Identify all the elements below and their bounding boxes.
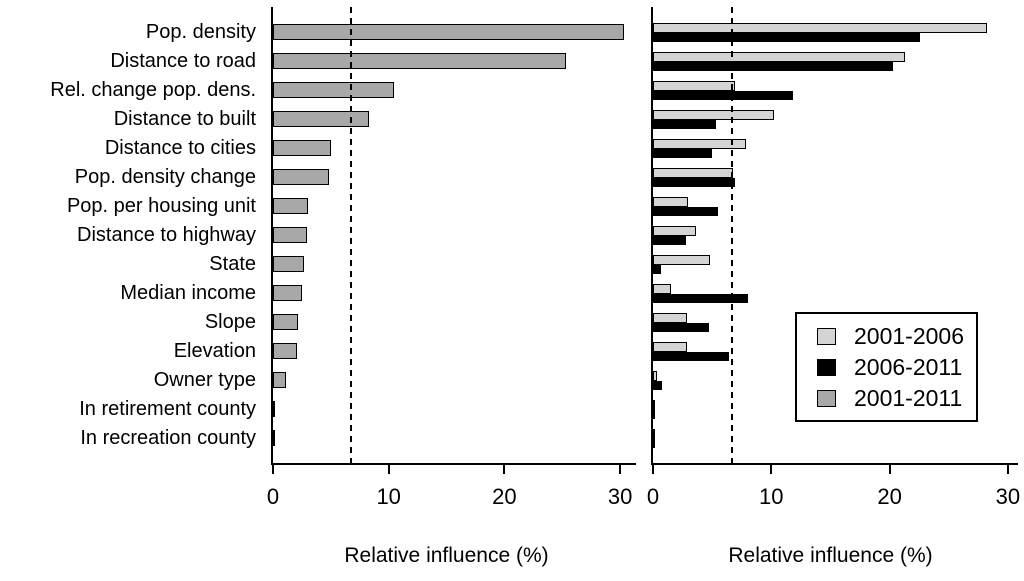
bar-2001-2006	[653, 139, 747, 149]
category-label: In retirement county	[79, 398, 256, 420]
bar-2001-2011	[273, 371, 286, 388]
x-axis-tick	[387, 465, 390, 474]
bar-2001-2011	[273, 284, 302, 301]
category-label: Distance to cities	[104, 137, 256, 159]
x-axis-tick	[652, 465, 654, 474]
x-axis-tick	[503, 465, 506, 474]
bar-2006-2011	[653, 33, 921, 42]
bar-2006-2011	[653, 410, 655, 419]
x-axis-tick-label: 30	[607, 484, 633, 509]
x-axis-tick-label: 20	[877, 484, 902, 509]
bar-2006-2011	[653, 294, 748, 303]
x-axis-tick-label: 10	[759, 484, 784, 509]
bar-2001-2006	[653, 23, 987, 33]
category-label: Elevation	[173, 340, 256, 362]
bar-2001-2006	[653, 284, 671, 294]
legend-label: 2001-2006	[854, 322, 964, 349]
bar-2001-2011	[273, 400, 275, 417]
bar-2001-2006	[653, 313, 688, 323]
bar-2006-2011	[653, 120, 716, 129]
category-label: Distance to road	[110, 50, 256, 72]
bar-2006-2011	[653, 207, 719, 216]
bar-2001-2011	[273, 226, 307, 243]
category-label: Owner type	[153, 369, 256, 391]
bar-2001-2011	[273, 255, 305, 272]
bar-2001-2011	[273, 313, 299, 330]
bar-2006-2011	[653, 439, 655, 448]
y-axis-line	[271, 7, 273, 465]
category-label: Slope	[204, 311, 256, 333]
legend-label: 2001-2011	[854, 384, 963, 411]
bar-2001-2011	[273, 110, 370, 127]
legend-swatch-2006-2011	[817, 358, 836, 376]
y-axis-line	[651, 7, 653, 465]
x-axis-tick-label: 10	[376, 484, 401, 509]
bar-2001-2006	[653, 342, 688, 352]
bar-2001-2006	[653, 371, 657, 381]
x-axis-tick-label: 0	[646, 484, 660, 509]
category-label: Pop. density change	[74, 166, 256, 188]
x-axis-tick	[888, 465, 891, 474]
x-axis-title-right: Relative influence (%)	[728, 544, 933, 567]
x-axis-tick	[619, 465, 622, 474]
category-label: Distance to highway	[77, 224, 256, 246]
bar-2001-2006	[653, 429, 655, 439]
bar-2001-2006	[653, 226, 696, 236]
legend-entry: 2006-2011	[817, 353, 976, 380]
bar-2001-2011	[273, 168, 329, 185]
legend-entry: 2001-2011	[817, 384, 976, 411]
category-label: Distance to built	[113, 108, 256, 130]
bar-2001-2011	[273, 81, 395, 98]
bar-2001-2006	[653, 110, 774, 120]
legend-label: 2006-2011	[854, 353, 963, 380]
x-axis-tick	[770, 465, 773, 474]
bar-2001-2011	[273, 139, 331, 156]
x-axis-line	[651, 463, 1018, 465]
bar-2001-2011	[273, 429, 275, 446]
bar-2001-2011	[273, 52, 566, 69]
legend-entry: 2001-2006	[817, 322, 976, 349]
x-axis-tick-label: 30	[995, 484, 1021, 509]
x-axis-tick	[1006, 465, 1009, 474]
legend: 2001-2006 2006-2011 2001-2011	[795, 312, 978, 422]
bar-2006-2011	[653, 323, 709, 332]
x-axis-tick-label: 20	[492, 484, 517, 509]
legend-swatch-2001-2006	[817, 327, 836, 345]
bar-2001-2006	[653, 81, 735, 91]
bar-2006-2011	[653, 91, 793, 100]
bar-2006-2011	[653, 381, 663, 390]
bar-2006-2011	[653, 178, 735, 187]
bar-2001-2006	[653, 400, 655, 410]
bar-2001-2011	[273, 23, 624, 40]
x-axis-tick	[272, 465, 274, 474]
x-axis-title-left: Relative influence (%)	[344, 544, 549, 567]
category-label: Median income	[120, 282, 256, 304]
category-label: Pop. density	[145, 21, 256, 43]
bar-2001-2011	[273, 197, 308, 214]
bar-2006-2011	[653, 149, 713, 158]
bar-2006-2011	[653, 62, 894, 71]
bar-2001-2006	[653, 168, 734, 178]
dashed-reference-line	[349, 7, 352, 463]
category-label: In recreation county	[80, 427, 256, 449]
legend-swatch-2001-2011	[817, 389, 836, 407]
bar-2001-2011	[273, 342, 298, 359]
bar-2001-2006	[653, 197, 689, 207]
category-label: Pop. per housing unit	[66, 195, 256, 217]
x-axis-line	[271, 463, 636, 465]
category-label: Rel. change pop. dens.	[50, 79, 256, 101]
bar-2001-2006	[653, 255, 710, 265]
category-label: State	[209, 253, 256, 275]
x-axis-tick-label: 0	[266, 484, 280, 509]
bar-2001-2006	[653, 52, 905, 62]
dashed-reference-line	[731, 7, 734, 463]
bar-2006-2011	[653, 352, 729, 361]
bar-2006-2011	[653, 236, 687, 245]
bar-2006-2011	[653, 265, 662, 274]
